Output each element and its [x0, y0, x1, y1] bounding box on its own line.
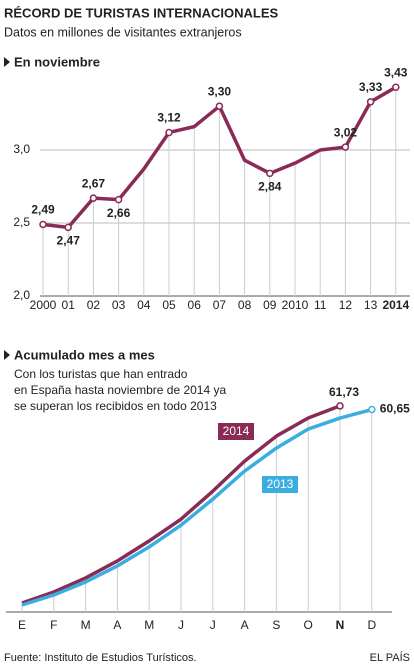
point: [368, 405, 376, 414]
subtitle: Datos en millones de visitantes extranje…: [4, 25, 242, 39]
point: [89, 194, 98, 202]
x-tick-label: 07: [213, 298, 227, 312]
value-label: 2,47: [57, 234, 81, 248]
x-tick-label: 06: [188, 298, 202, 312]
x-tick-label: D: [367, 618, 376, 632]
value-label: 2,66: [107, 206, 131, 220]
series-line: [21, 404, 341, 605]
point: [392, 83, 400, 91]
brand: EL PAÍS: [370, 651, 410, 664]
annotation: Con los turistas que han entrado: [14, 367, 188, 381]
point: [114, 195, 123, 204]
x-tick-label: 03: [112, 298, 126, 312]
x-tick-label: 04: [137, 298, 151, 312]
y-tick-label: 2,0: [13, 288, 30, 302]
x-tick-label: J: [178, 618, 184, 632]
value-label: 61,73: [329, 385, 359, 399]
x-tick-label: 11: [314, 298, 327, 312]
point: [336, 402, 344, 410]
bullet: [4, 350, 10, 360]
x-tick-label: M: [81, 618, 91, 632]
point: [341, 143, 350, 151]
value-label: 2,67: [82, 176, 106, 190]
x-tick-label: 08: [238, 298, 252, 312]
value-label: 3,30: [208, 84, 232, 98]
value-label: 60,65: [380, 402, 410, 416]
x-tick-label: 02: [87, 298, 101, 312]
x-tick-label: J: [210, 618, 216, 632]
x-tick-label: 2000: [30, 298, 57, 312]
x-tick-label: 2010: [282, 298, 309, 312]
x-tick-label: S: [272, 618, 280, 632]
x-tick-label: F: [50, 618, 57, 632]
x-tick-label: M: [144, 618, 154, 632]
bullet: [4, 57, 10, 67]
legend-label: 2013: [267, 477, 294, 491]
x-tick-label: A: [113, 618, 121, 632]
point: [165, 128, 173, 137]
annotation: se superan los recibidos en todo 2013: [14, 399, 217, 413]
annotation: en España hasta noviembre de 2014 ya: [14, 383, 226, 397]
chart-title: Acumulado mes a mes: [14, 347, 155, 362]
x-tick-label: E: [18, 618, 26, 632]
x-tick-label: N: [336, 618, 345, 632]
y-tick-label: 2,5: [13, 215, 30, 229]
legend-box: [262, 476, 298, 493]
value-label: 3,02: [334, 125, 358, 139]
x-tick-label: 09: [263, 298, 277, 312]
point: [266, 169, 274, 178]
value-label: 3,43: [384, 65, 408, 79]
x-tick-label: 13: [364, 298, 378, 312]
point: [64, 223, 72, 232]
value-label: 2,84: [258, 180, 282, 194]
x-tick-label: O: [304, 618, 313, 632]
source: Fuente: Instituto de Estudios Turísticos…: [4, 652, 197, 664]
point: [215, 102, 224, 110]
value-label: 3,33: [359, 80, 383, 94]
value-label: 2,49: [31, 203, 55, 217]
x-tick-label: 2014: [382, 298, 409, 312]
point: [39, 220, 47, 229]
chart-title: En noviembre: [14, 54, 100, 69]
value-label: 3,12: [157, 111, 181, 125]
legend-label: 2014: [223, 424, 250, 438]
point: [366, 98, 375, 106]
legend-box: [218, 423, 254, 440]
title: RÉCORD DE TURISTAS INTERNACIONALES: [4, 5, 279, 20]
series-line: [21, 407, 373, 607]
x-tick-label: 05: [162, 298, 176, 312]
x-tick-label: 12: [339, 298, 353, 312]
x-tick-label: 01: [62, 298, 76, 312]
y-tick-label: 3,0: [13, 142, 30, 156]
x-tick-label: A: [241, 618, 249, 632]
